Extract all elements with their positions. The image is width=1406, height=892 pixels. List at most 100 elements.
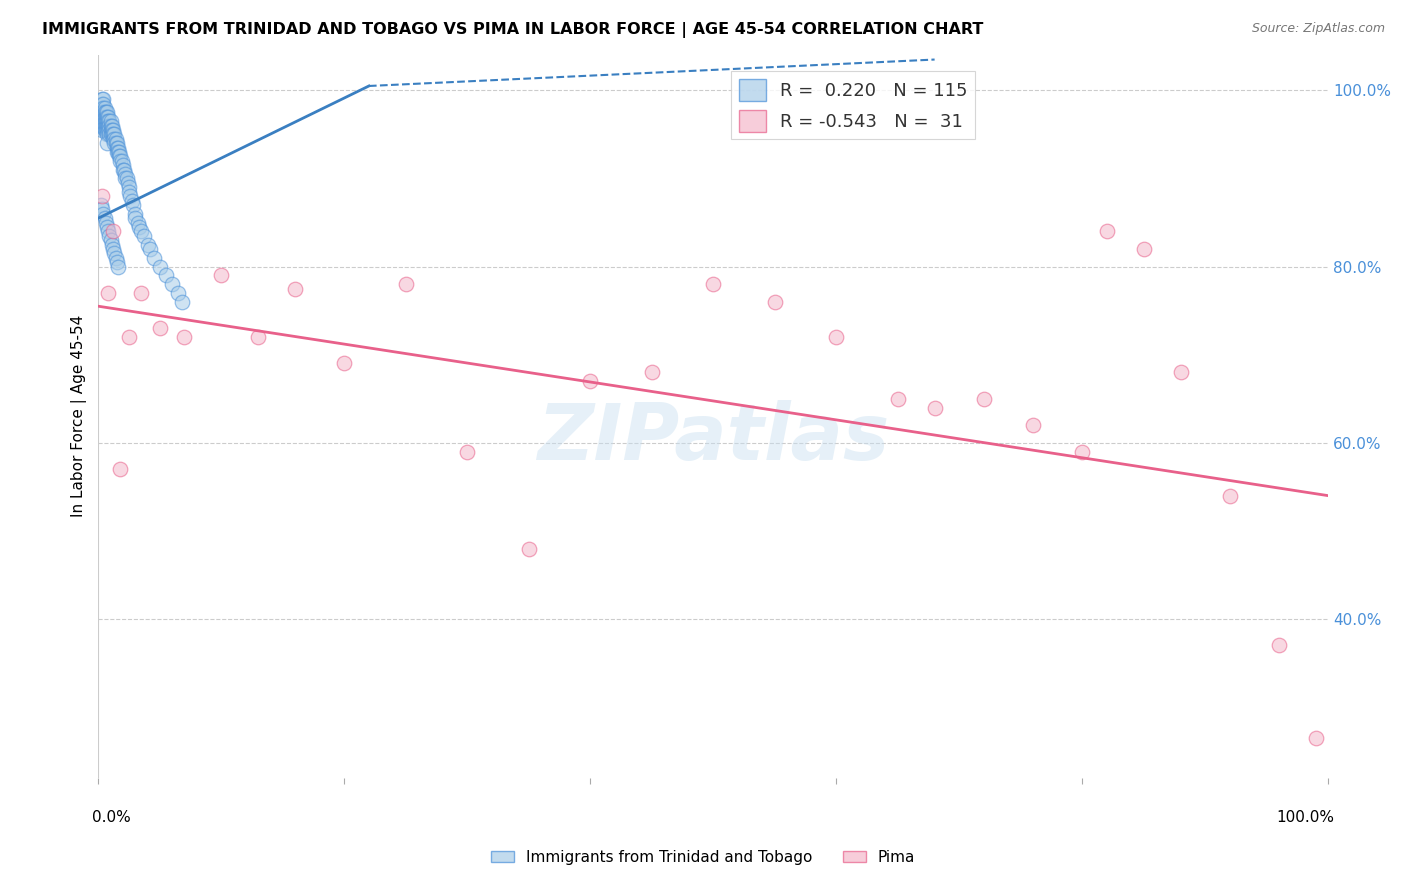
Point: [118, 330, 141, 344]
Point: [114, 171, 136, 186]
Point: [124, 211, 146, 226]
Point: [118, 180, 141, 194]
Point: [110, 153, 132, 168]
Point: [107, 145, 129, 159]
Point: [93, 119, 115, 133]
Point: [105, 145, 128, 159]
Point: [104, 251, 127, 265]
Point: [93, 101, 115, 115]
Point: [155, 268, 177, 283]
Point: [108, 149, 131, 163]
Point: [96, 219, 118, 234]
Point: [101, 119, 124, 133]
Point: [1219, 489, 1241, 503]
Point: [128, 219, 150, 234]
Point: [100, 233, 122, 247]
Point: [94, 110, 117, 124]
Y-axis label: In Labor Force | Age 45-54: In Labor Force | Age 45-54: [72, 315, 87, 517]
Point: [111, 162, 134, 177]
Point: [91, 119, 114, 133]
Point: [96, 114, 118, 128]
Point: [1022, 418, 1045, 433]
Point: [517, 541, 540, 556]
Point: [93, 123, 115, 137]
Point: [91, 123, 114, 137]
Point: [886, 392, 908, 406]
Point: [94, 105, 117, 120]
Point: [94, 123, 117, 137]
Point: [97, 110, 120, 124]
Point: [395, 277, 418, 292]
Point: [103, 136, 125, 151]
Point: [91, 114, 114, 128]
Point: [111, 158, 134, 172]
Point: [98, 128, 121, 142]
Point: [114, 167, 136, 181]
Point: [98, 228, 121, 243]
Point: [149, 260, 172, 274]
Point: [90, 114, 112, 128]
Point: [97, 119, 120, 133]
Point: [763, 294, 786, 309]
Point: [89, 105, 111, 120]
Point: [702, 277, 724, 292]
Point: [170, 294, 193, 309]
Point: [91, 105, 114, 120]
Point: [89, 119, 111, 133]
Point: [91, 202, 114, 217]
Point: [91, 96, 114, 111]
Text: 0.0%: 0.0%: [93, 810, 131, 825]
Point: [96, 136, 118, 151]
Point: [97, 224, 120, 238]
Point: [120, 189, 142, 203]
Point: [96, 110, 118, 124]
Point: [104, 132, 127, 146]
Point: [101, 123, 124, 137]
Point: [167, 285, 190, 300]
Text: Source: ZipAtlas.com: Source: ZipAtlas.com: [1251, 22, 1385, 36]
Point: [100, 123, 122, 137]
Point: [973, 392, 995, 406]
Point: [96, 105, 118, 120]
Point: [284, 282, 307, 296]
Point: [89, 114, 111, 128]
Legend: Immigrants from Trinidad and Tobago, Pima: Immigrants from Trinidad and Tobago, Pim…: [485, 844, 921, 871]
Point: [96, 123, 118, 137]
Point: [105, 255, 128, 269]
Text: IMMIGRANTS FROM TRINIDAD AND TOBAGO VS PIMA IN LABOR FORCE | AGE 45-54 CORRELATI: IMMIGRANTS FROM TRINIDAD AND TOBAGO VS P…: [42, 22, 984, 38]
Point: [98, 123, 121, 137]
Point: [93, 105, 115, 120]
Point: [90, 198, 112, 212]
Point: [101, 237, 124, 252]
Point: [91, 110, 114, 124]
Point: [127, 215, 149, 229]
Point: [101, 128, 124, 142]
Point: [93, 114, 115, 128]
Point: [160, 277, 183, 292]
Point: [93, 110, 115, 124]
Point: [91, 96, 114, 111]
Point: [91, 92, 114, 106]
Point: [1170, 365, 1192, 379]
Point: [91, 114, 114, 128]
Point: [131, 285, 153, 300]
Point: [100, 114, 122, 128]
Point: [139, 242, 162, 256]
Point: [103, 132, 125, 146]
Point: [117, 176, 139, 190]
Point: [107, 260, 129, 274]
Point: [456, 444, 478, 458]
Point: [91, 101, 114, 115]
Point: [118, 185, 141, 199]
Legend: R =  0.220   N = 115, R = -0.543   N =  31: R = 0.220 N = 115, R = -0.543 N = 31: [731, 71, 974, 139]
Point: [1071, 444, 1094, 458]
Point: [94, 119, 117, 133]
Point: [110, 462, 132, 476]
Point: [94, 114, 117, 128]
Point: [103, 128, 125, 142]
Point: [93, 211, 115, 226]
Point: [924, 401, 946, 415]
Point: [1132, 242, 1154, 256]
Point: [132, 228, 155, 243]
Point: [100, 119, 122, 133]
